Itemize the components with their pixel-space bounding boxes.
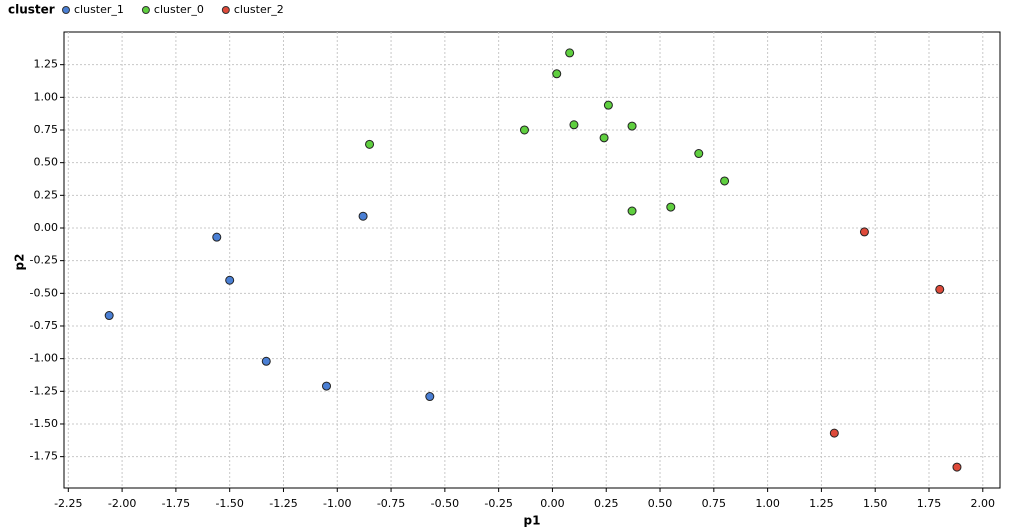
point (569, 120, 579, 130)
y-tick-label: -1.50 (30, 417, 58, 430)
x-tick-label: -1.25 (269, 497, 297, 510)
x-tick-label: 0.00 (540, 497, 565, 510)
x-tick-label: 0.75 (702, 497, 727, 510)
point (952, 462, 962, 472)
x-tick-label: -0.25 (484, 497, 512, 510)
point (627, 121, 637, 131)
point (225, 275, 235, 285)
point (519, 125, 529, 135)
point (358, 211, 368, 221)
point (212, 232, 222, 242)
legend-marker (221, 6, 230, 14)
point (599, 133, 609, 143)
point (104, 311, 114, 321)
point (694, 149, 704, 159)
x-axis-label: p1 (524, 514, 541, 528)
point (322, 381, 332, 391)
y-tick-label: -0.50 (30, 286, 58, 299)
x-tick-label: 2.00 (971, 497, 996, 510)
point (365, 139, 375, 149)
point (627, 206, 637, 216)
point (829, 428, 839, 438)
x-tick-label: -1.75 (162, 497, 190, 510)
x-tick-label: -2.00 (108, 497, 136, 510)
x-tick-label: -1.50 (215, 497, 243, 510)
y-tick-label: 0.50 (34, 156, 59, 169)
x-tick-label: 1.50 (863, 497, 888, 510)
x-tick-label: -2.25 (54, 497, 82, 510)
y-tick-label: 0.75 (34, 123, 59, 136)
y-tick-label: -1.25 (30, 384, 58, 397)
x-tick-label: 1.75 (917, 497, 942, 510)
x-tick-label: -0.75 (377, 497, 405, 510)
y-tick-label: 1.00 (34, 90, 59, 103)
legend-label: cluster_2 (234, 3, 284, 16)
x-tick-label: 0.25 (594, 497, 619, 510)
point (261, 356, 271, 366)
point (720, 176, 730, 186)
x-tick-label: 0.50 (648, 497, 673, 510)
legend-title: cluster (8, 3, 55, 17)
plot-area (63, 31, 1001, 489)
y-axis-label: p2 (13, 254, 27, 271)
x-tick-label: 1.25 (809, 497, 834, 510)
x-tick-label: 1.00 (755, 497, 780, 510)
legend-label: cluster_0 (154, 3, 204, 16)
y-tick-label: 1.25 (34, 58, 59, 71)
legend-marker (62, 6, 70, 14)
point (859, 227, 869, 237)
point (565, 48, 575, 58)
y-tick-label: -1.75 (30, 450, 58, 463)
x-tick-label: -1.00 (323, 497, 351, 510)
y-tick-label: 0.25 (34, 188, 59, 201)
legend-marker (141, 6, 150, 14)
point (425, 392, 435, 402)
y-tick-label: -1.00 (30, 352, 58, 365)
point (603, 100, 613, 110)
legend-label: cluster_1 (74, 3, 124, 16)
point (935, 284, 945, 294)
point (666, 202, 676, 212)
point (552, 69, 562, 79)
x-tick-label: -0.50 (431, 497, 459, 510)
y-tick-label: 0.00 (34, 221, 59, 234)
y-tick-label: -0.25 (30, 254, 58, 267)
y-tick-label: -0.75 (30, 319, 58, 332)
